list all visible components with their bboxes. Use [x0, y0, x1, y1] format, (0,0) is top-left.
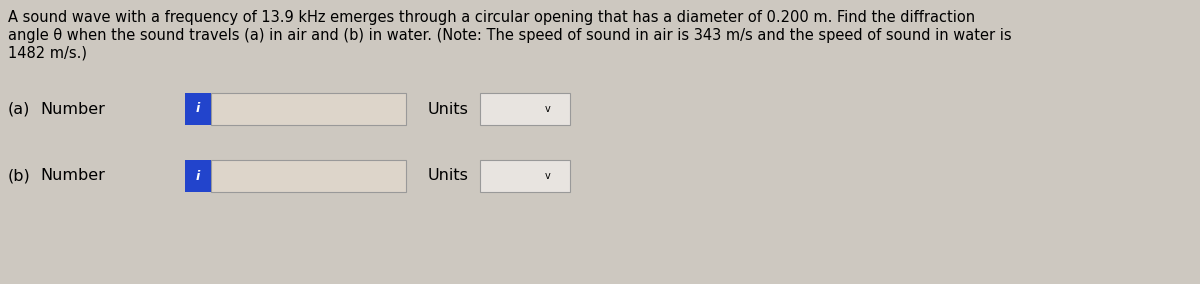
FancyBboxPatch shape	[480, 93, 570, 125]
Text: i: i	[196, 103, 200, 116]
Text: Number: Number	[40, 168, 104, 183]
Text: A sound wave with a frequency of 13.9 kHz emerges through a circular opening tha: A sound wave with a frequency of 13.9 kH…	[8, 10, 976, 25]
Text: v: v	[545, 171, 551, 181]
FancyBboxPatch shape	[211, 93, 406, 125]
Text: angle θ when the sound travels (a) in air and (b) in water. (Note: The speed of : angle θ when the sound travels (a) in ai…	[8, 28, 1012, 43]
Text: Units: Units	[428, 101, 469, 116]
Text: (b): (b)	[8, 168, 31, 183]
Text: v: v	[545, 104, 551, 114]
Text: Number: Number	[40, 101, 104, 116]
Text: (a): (a)	[8, 101, 30, 116]
Text: i: i	[196, 170, 200, 183]
FancyBboxPatch shape	[185, 160, 211, 192]
Text: Units: Units	[428, 168, 469, 183]
FancyBboxPatch shape	[480, 160, 570, 192]
Text: 1482 m/s.): 1482 m/s.)	[8, 46, 88, 61]
FancyBboxPatch shape	[185, 93, 211, 125]
FancyBboxPatch shape	[211, 160, 406, 192]
